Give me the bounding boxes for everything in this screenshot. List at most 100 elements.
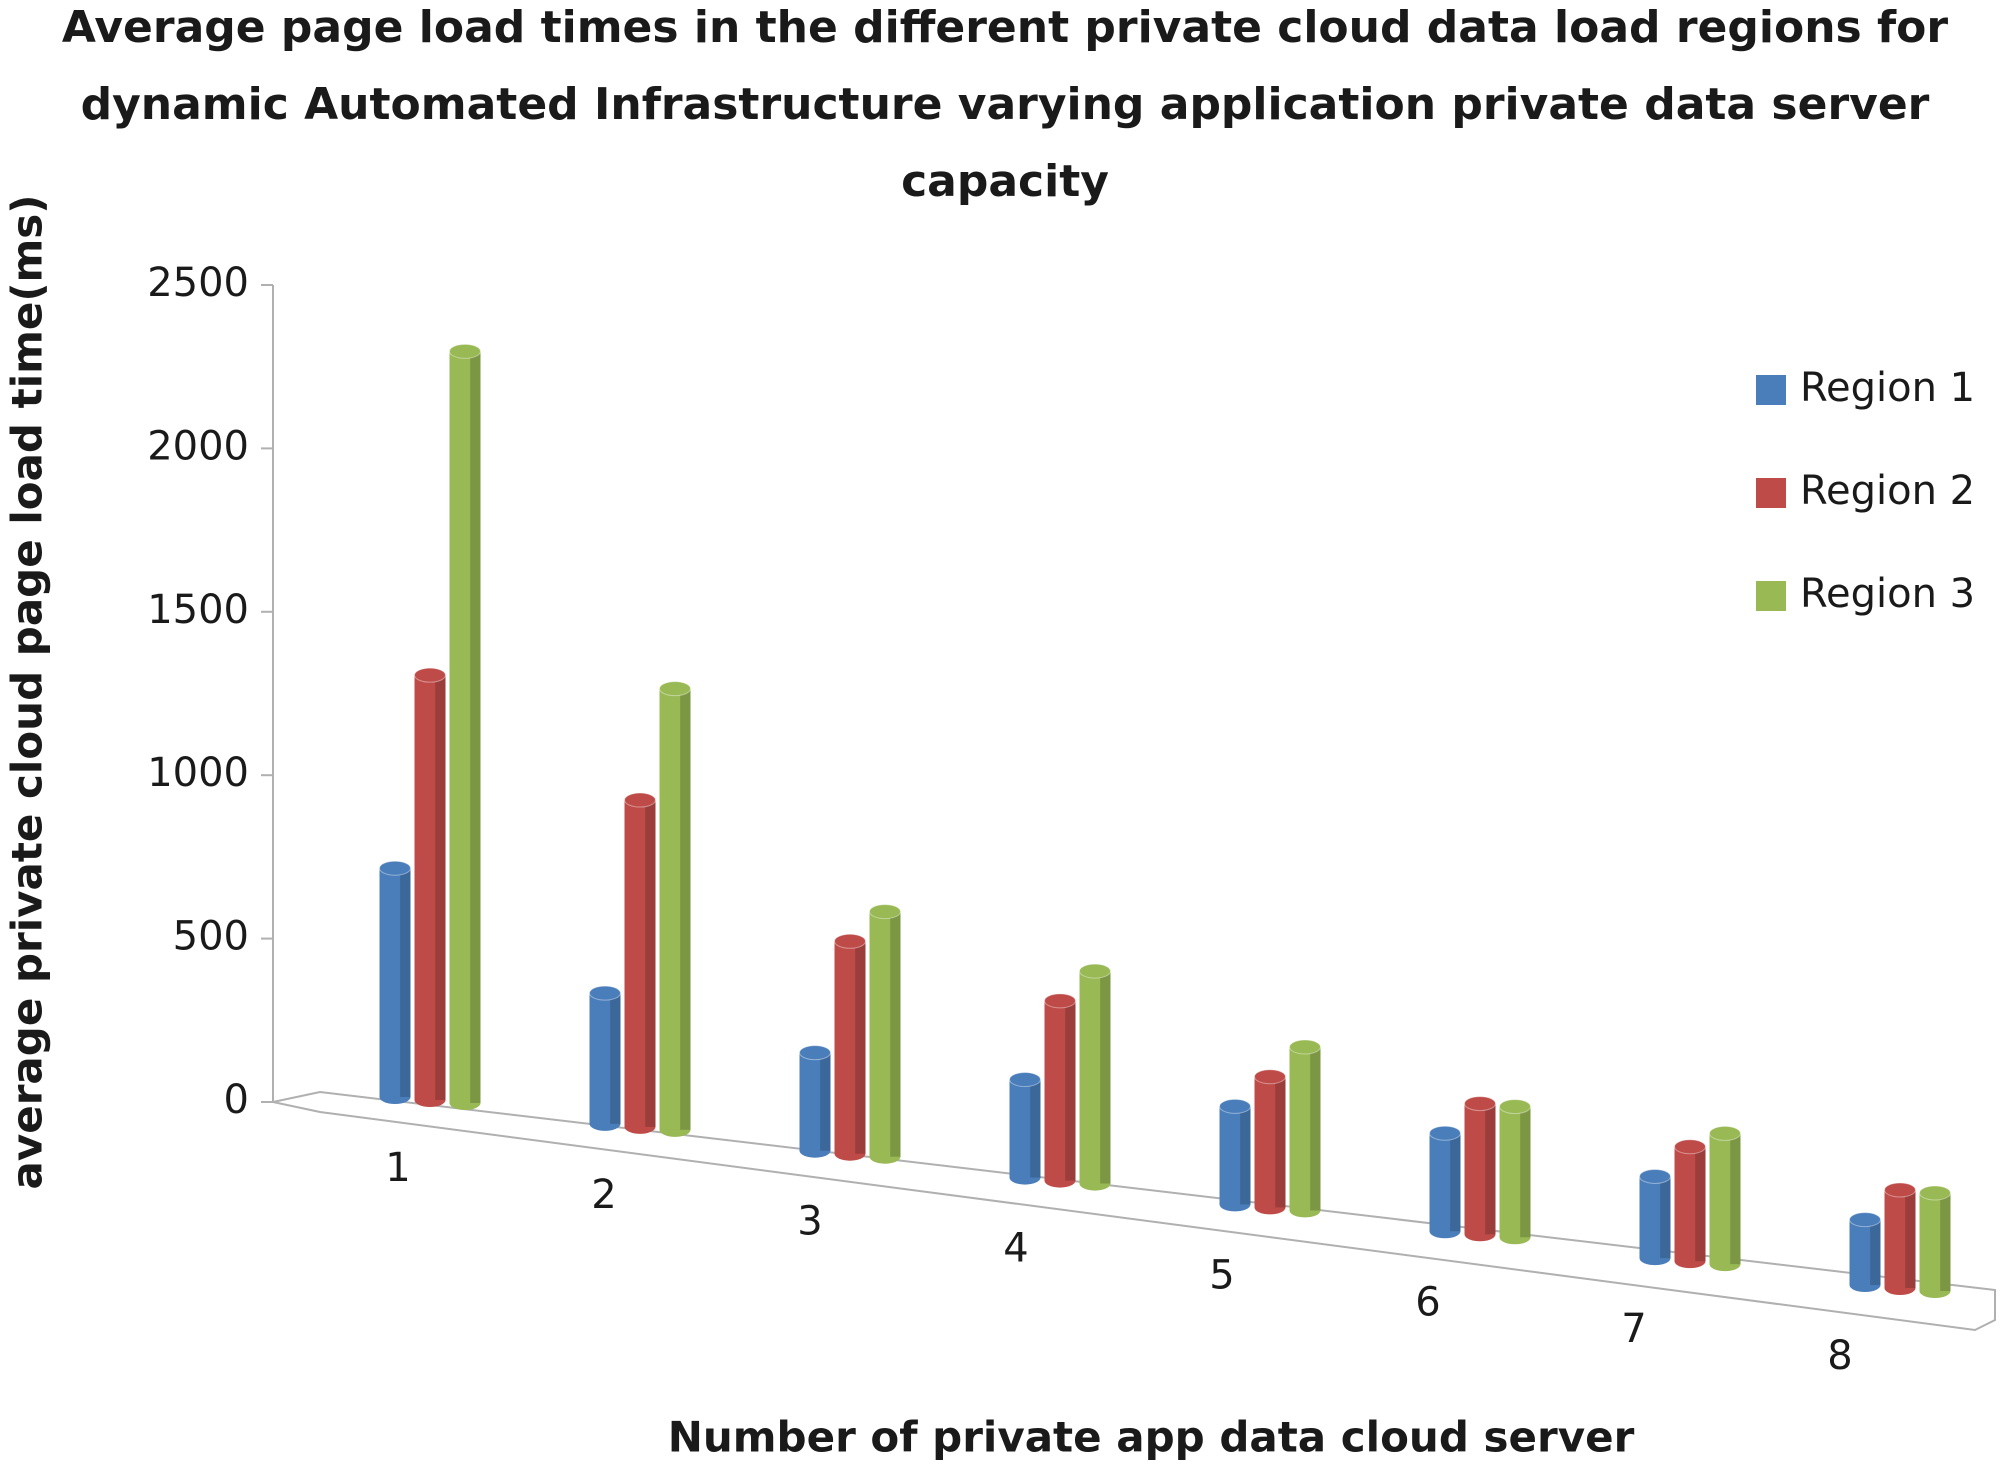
bar-shade — [1310, 1047, 1321, 1211]
bar-shade — [680, 688, 691, 1130]
y-tick-label: 500 — [173, 914, 249, 960]
bar — [449, 351, 481, 1103]
bar-shade — [1275, 1076, 1286, 1208]
x-tick-label: 8 — [1827, 1333, 1852, 1379]
bar-cap — [1639, 1168, 1671, 1184]
bar-shade — [1940, 1192, 1951, 1291]
bar-shade — [610, 993, 621, 1124]
bar-shade — [820, 1052, 831, 1151]
bar-shade — [470, 351, 481, 1103]
bar — [1009, 1079, 1041, 1178]
bar-cap — [1044, 993, 1076, 1009]
bar-shade — [1905, 1189, 1916, 1288]
bar — [1289, 1047, 1321, 1211]
bar-cap — [1499, 1099, 1531, 1115]
bar-shade — [890, 911, 901, 1157]
chart-title: Average page load times in the different… — [62, 2, 1949, 53]
bar-shade — [1030, 1079, 1041, 1178]
y-tick-label: 0 — [224, 1077, 249, 1123]
bar-cap — [1079, 963, 1111, 979]
bar-cap — [589, 985, 621, 1001]
bar-cap — [1884, 1182, 1916, 1198]
legend-label: Region 2 — [1800, 468, 1975, 514]
bar-shade — [1450, 1133, 1461, 1232]
bar — [1709, 1133, 1741, 1265]
chart-title: capacity — [901, 156, 1109, 207]
bar-cap — [624, 792, 656, 808]
bar — [834, 941, 866, 1154]
bar-cap — [659, 681, 691, 697]
bar — [414, 675, 446, 1100]
x-tick-label: 5 — [1209, 1252, 1234, 1298]
bar-cap — [869, 904, 901, 920]
bar — [1079, 971, 1111, 1184]
bar — [1464, 1103, 1496, 1235]
bar — [1499, 1106, 1531, 1238]
bar-shade — [1520, 1106, 1531, 1238]
bar-cap — [449, 343, 481, 359]
bar-cap — [1849, 1212, 1881, 1228]
bar — [1884, 1189, 1916, 1288]
bar — [869, 911, 901, 1157]
bar-shade — [1695, 1146, 1706, 1262]
bar-shade — [1485, 1103, 1496, 1235]
legend-label: Region 1 — [1800, 365, 1975, 411]
x-axis-title: Number of private app data cloud server — [668, 1413, 1635, 1462]
bar-shade — [1065, 1000, 1076, 1181]
bar — [1919, 1192, 1951, 1291]
x-tick-label: 3 — [797, 1199, 822, 1245]
legend-swatch — [1756, 375, 1786, 405]
y-tick-label: 2000 — [147, 423, 249, 469]
legend-label: Region 3 — [1800, 571, 1975, 617]
bar-shade — [1730, 1133, 1741, 1265]
bar — [799, 1052, 831, 1151]
bar-cap — [1289, 1039, 1321, 1055]
bar-shade — [855, 941, 866, 1154]
bar-cap — [1254, 1069, 1286, 1085]
bar — [1254, 1076, 1286, 1208]
bar-shade — [1870, 1219, 1881, 1285]
legend-swatch — [1756, 478, 1786, 508]
chart-title: dynamic Automated Infrastructure varying… — [81, 79, 1930, 130]
x-tick-label: 2 — [591, 1172, 616, 1218]
bar — [1429, 1133, 1461, 1232]
bar — [624, 800, 656, 1127]
bar-shade — [1660, 1176, 1671, 1259]
bar — [1849, 1219, 1881, 1285]
bar — [1219, 1106, 1251, 1205]
bar-cap — [1919, 1185, 1951, 1201]
bar — [1639, 1176, 1671, 1259]
bar-cap — [834, 933, 866, 949]
floor — [272, 1090, 1996, 1332]
bar-cap — [799, 1045, 831, 1061]
y-tick-label: 1000 — [147, 750, 249, 796]
bar-cap — [1219, 1098, 1251, 1114]
x-tick-label: 4 — [1003, 1226, 1028, 1272]
bar — [1674, 1146, 1706, 1262]
x-tick-label: 1 — [385, 1145, 410, 1191]
bar-cap — [414, 667, 446, 683]
bar-cap — [1464, 1096, 1496, 1112]
bar-cap — [1709, 1125, 1741, 1141]
bar-shade — [1100, 971, 1111, 1184]
bar-shade — [435, 675, 446, 1100]
bar-shade — [1240, 1106, 1251, 1205]
legend-swatch — [1756, 581, 1786, 611]
x-tick-label: 6 — [1415, 1279, 1440, 1325]
y-tick-label: 1500 — [147, 587, 249, 633]
x-tick-label: 7 — [1621, 1306, 1646, 1352]
bar — [1044, 1000, 1076, 1181]
bar — [379, 868, 411, 1097]
bar-shade — [400, 868, 411, 1097]
bar — [659, 688, 691, 1130]
bar-cap — [379, 860, 411, 876]
y-axis-title: average private cloud page load time(ms) — [3, 195, 52, 1190]
bar-cap — [1674, 1139, 1706, 1155]
bar-cap — [1429, 1125, 1461, 1141]
bar — [589, 993, 621, 1124]
y-tick-label: 2500 — [147, 260, 249, 306]
bar-cap — [1009, 1072, 1041, 1088]
bar-shade — [645, 800, 656, 1127]
